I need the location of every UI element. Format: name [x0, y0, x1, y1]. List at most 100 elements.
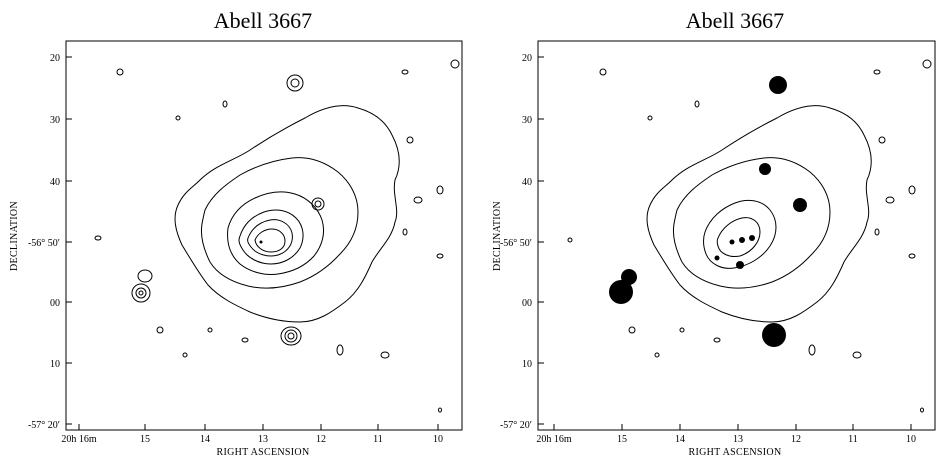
noise-contour: [886, 197, 894, 203]
point-source: [315, 201, 321, 207]
panel-left-title: Abell 3667: [214, 8, 312, 33]
panel-right-title: Abell 3667: [686, 8, 784, 33]
point-source: [285, 330, 297, 342]
noise-contour: [157, 327, 163, 333]
noise-contour: [403, 229, 407, 235]
point-source: [138, 270, 152, 282]
noise-contour: [909, 254, 915, 258]
noise-contour: [921, 408, 924, 412]
x-tick-label: 11: [848, 434, 858, 445]
noise-contour: [183, 353, 187, 357]
x-tick-label: 12: [791, 434, 801, 445]
noise-contour: [414, 197, 422, 203]
y-tick-label: 30: [50, 115, 60, 126]
point-source: [759, 163, 771, 175]
noise-contour: [381, 352, 389, 358]
point-source: [139, 291, 143, 295]
noise-contour: [407, 137, 413, 143]
y-tick-label: -57° 20′: [500, 420, 532, 431]
noise-contour: [680, 328, 684, 332]
y-tick-label: 20: [522, 53, 532, 64]
point-source: [730, 240, 735, 245]
contour-middle: [201, 158, 358, 288]
y-tick-label: 40: [522, 177, 532, 188]
noise-contour: [648, 116, 652, 120]
x-tick-label: 11: [373, 434, 383, 445]
point-source: [312, 198, 324, 210]
y-tick-label: 10: [522, 359, 532, 370]
noise-contour: [402, 70, 408, 74]
noise-contour: [439, 408, 442, 412]
contour-outer: [175, 106, 399, 322]
noise-contour: [629, 327, 635, 333]
x-axis-label: RIGHT ASCENSION: [689, 447, 782, 458]
x-axis-label: RIGHT ASCENSION: [217, 447, 310, 458]
contour-inner: [704, 200, 776, 268]
noise-contour: [923, 60, 931, 68]
point-source: [132, 284, 150, 302]
x-tick-label: 14: [200, 434, 210, 445]
noise-contour: [117, 69, 123, 75]
point-source: [715, 256, 720, 261]
point-source: [288, 333, 294, 339]
point-source: [769, 76, 787, 94]
noise-contour: [809, 345, 815, 355]
point-source: [762, 323, 786, 347]
point-source: [136, 288, 146, 298]
noise-contour: [909, 186, 915, 194]
noise-contour: [176, 116, 180, 120]
contour-outer: [647, 106, 871, 322]
plot-frame-left: [66, 41, 462, 430]
y-axis-label: DECLINATION: [492, 201, 503, 271]
point-source: [736, 261, 744, 269]
panel-right: Abell 3667: [492, 8, 935, 458]
noise-contour: [451, 60, 459, 68]
point-source: [287, 75, 303, 91]
noise-contour: [208, 328, 212, 332]
noise-contour: [437, 186, 443, 194]
x-tick-label: 20h 16m: [61, 434, 97, 445]
y-tick-label: -56° 50′: [28, 238, 60, 249]
x-tick-label: 12: [316, 434, 326, 445]
point-source: [793, 198, 807, 212]
ticks-left: [66, 57, 438, 430]
contour-middle: [673, 158, 830, 288]
core-peak: [260, 241, 263, 244]
noise-contour: [879, 137, 885, 143]
x-tick-label: 15: [140, 434, 150, 445]
point-source: [291, 79, 299, 87]
x-tick-label: 15: [617, 434, 627, 445]
y-tick-label: 30: [522, 115, 532, 126]
y-tick-label: 20: [50, 53, 60, 64]
point-source: [739, 237, 745, 243]
y-tick-label: 00: [522, 298, 532, 309]
y-tick-label: 40: [50, 177, 60, 188]
contour-core-2: [248, 220, 293, 256]
y-tick-label: 00: [50, 298, 60, 309]
y-tick-label: 10: [50, 359, 60, 370]
contour-inner: [228, 192, 324, 275]
noise-contour: [874, 70, 880, 74]
y-tick-label: -57° 20′: [28, 420, 60, 431]
noise-contour: [875, 229, 879, 235]
plot-frame-right: [538, 41, 935, 430]
x-tick-label: 14: [675, 434, 685, 445]
point-source: [609, 280, 633, 304]
y-tick-label: -56° 50′: [500, 238, 532, 249]
noise-contour: [223, 101, 227, 107]
contour-core-3: [255, 229, 285, 252]
x-tick-label: 20h 16m: [536, 434, 572, 445]
noise-contour: [655, 353, 659, 357]
point-source: [749, 235, 755, 241]
noise-contour: [95, 236, 101, 240]
x-tick-label: 10: [433, 434, 443, 445]
noise-contour: [337, 345, 343, 355]
x-tick-label: 13: [258, 434, 268, 445]
noise-contour: [714, 338, 720, 342]
noise-contour: [568, 238, 572, 242]
noise-contour: [437, 254, 443, 258]
contour-map-left: [95, 60, 459, 412]
panel-left: Abell 3667: [9, 8, 462, 458]
noise-contour: [600, 69, 606, 75]
noise-contour: [242, 338, 248, 342]
